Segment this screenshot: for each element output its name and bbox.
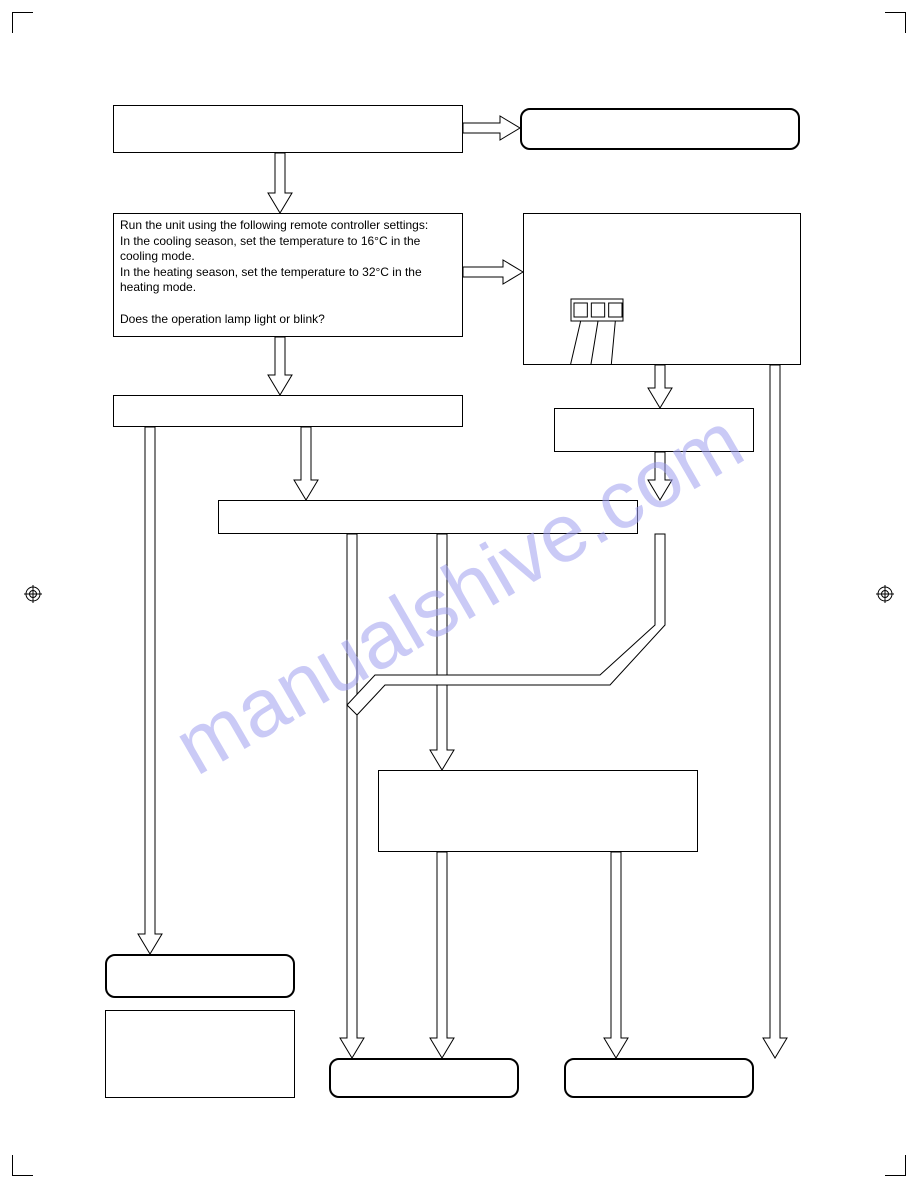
node-top_left xyxy=(113,105,463,153)
node-bot_left_b xyxy=(105,1010,295,1098)
node-big_right xyxy=(378,770,698,852)
node-bot_right_r xyxy=(564,1058,754,1098)
connector-diagram xyxy=(524,214,802,366)
node-bot_mid_r xyxy=(329,1058,519,1098)
node-mid_right xyxy=(554,408,754,452)
node-diagram_box xyxy=(523,213,801,365)
node-top_right xyxy=(520,108,800,150)
node-step1: Run the unit using the following remote … xyxy=(113,213,463,337)
boxes-layer: Run the unit using the following remote … xyxy=(0,0,918,1188)
node-bot_left_r xyxy=(105,954,295,998)
flowchart-page: Run the unit using the following remote … xyxy=(0,0,918,1188)
node-mid_left xyxy=(113,395,463,427)
node-wide_mid xyxy=(218,500,638,534)
node-step1-text: Run the unit using the following remote … xyxy=(114,214,462,331)
